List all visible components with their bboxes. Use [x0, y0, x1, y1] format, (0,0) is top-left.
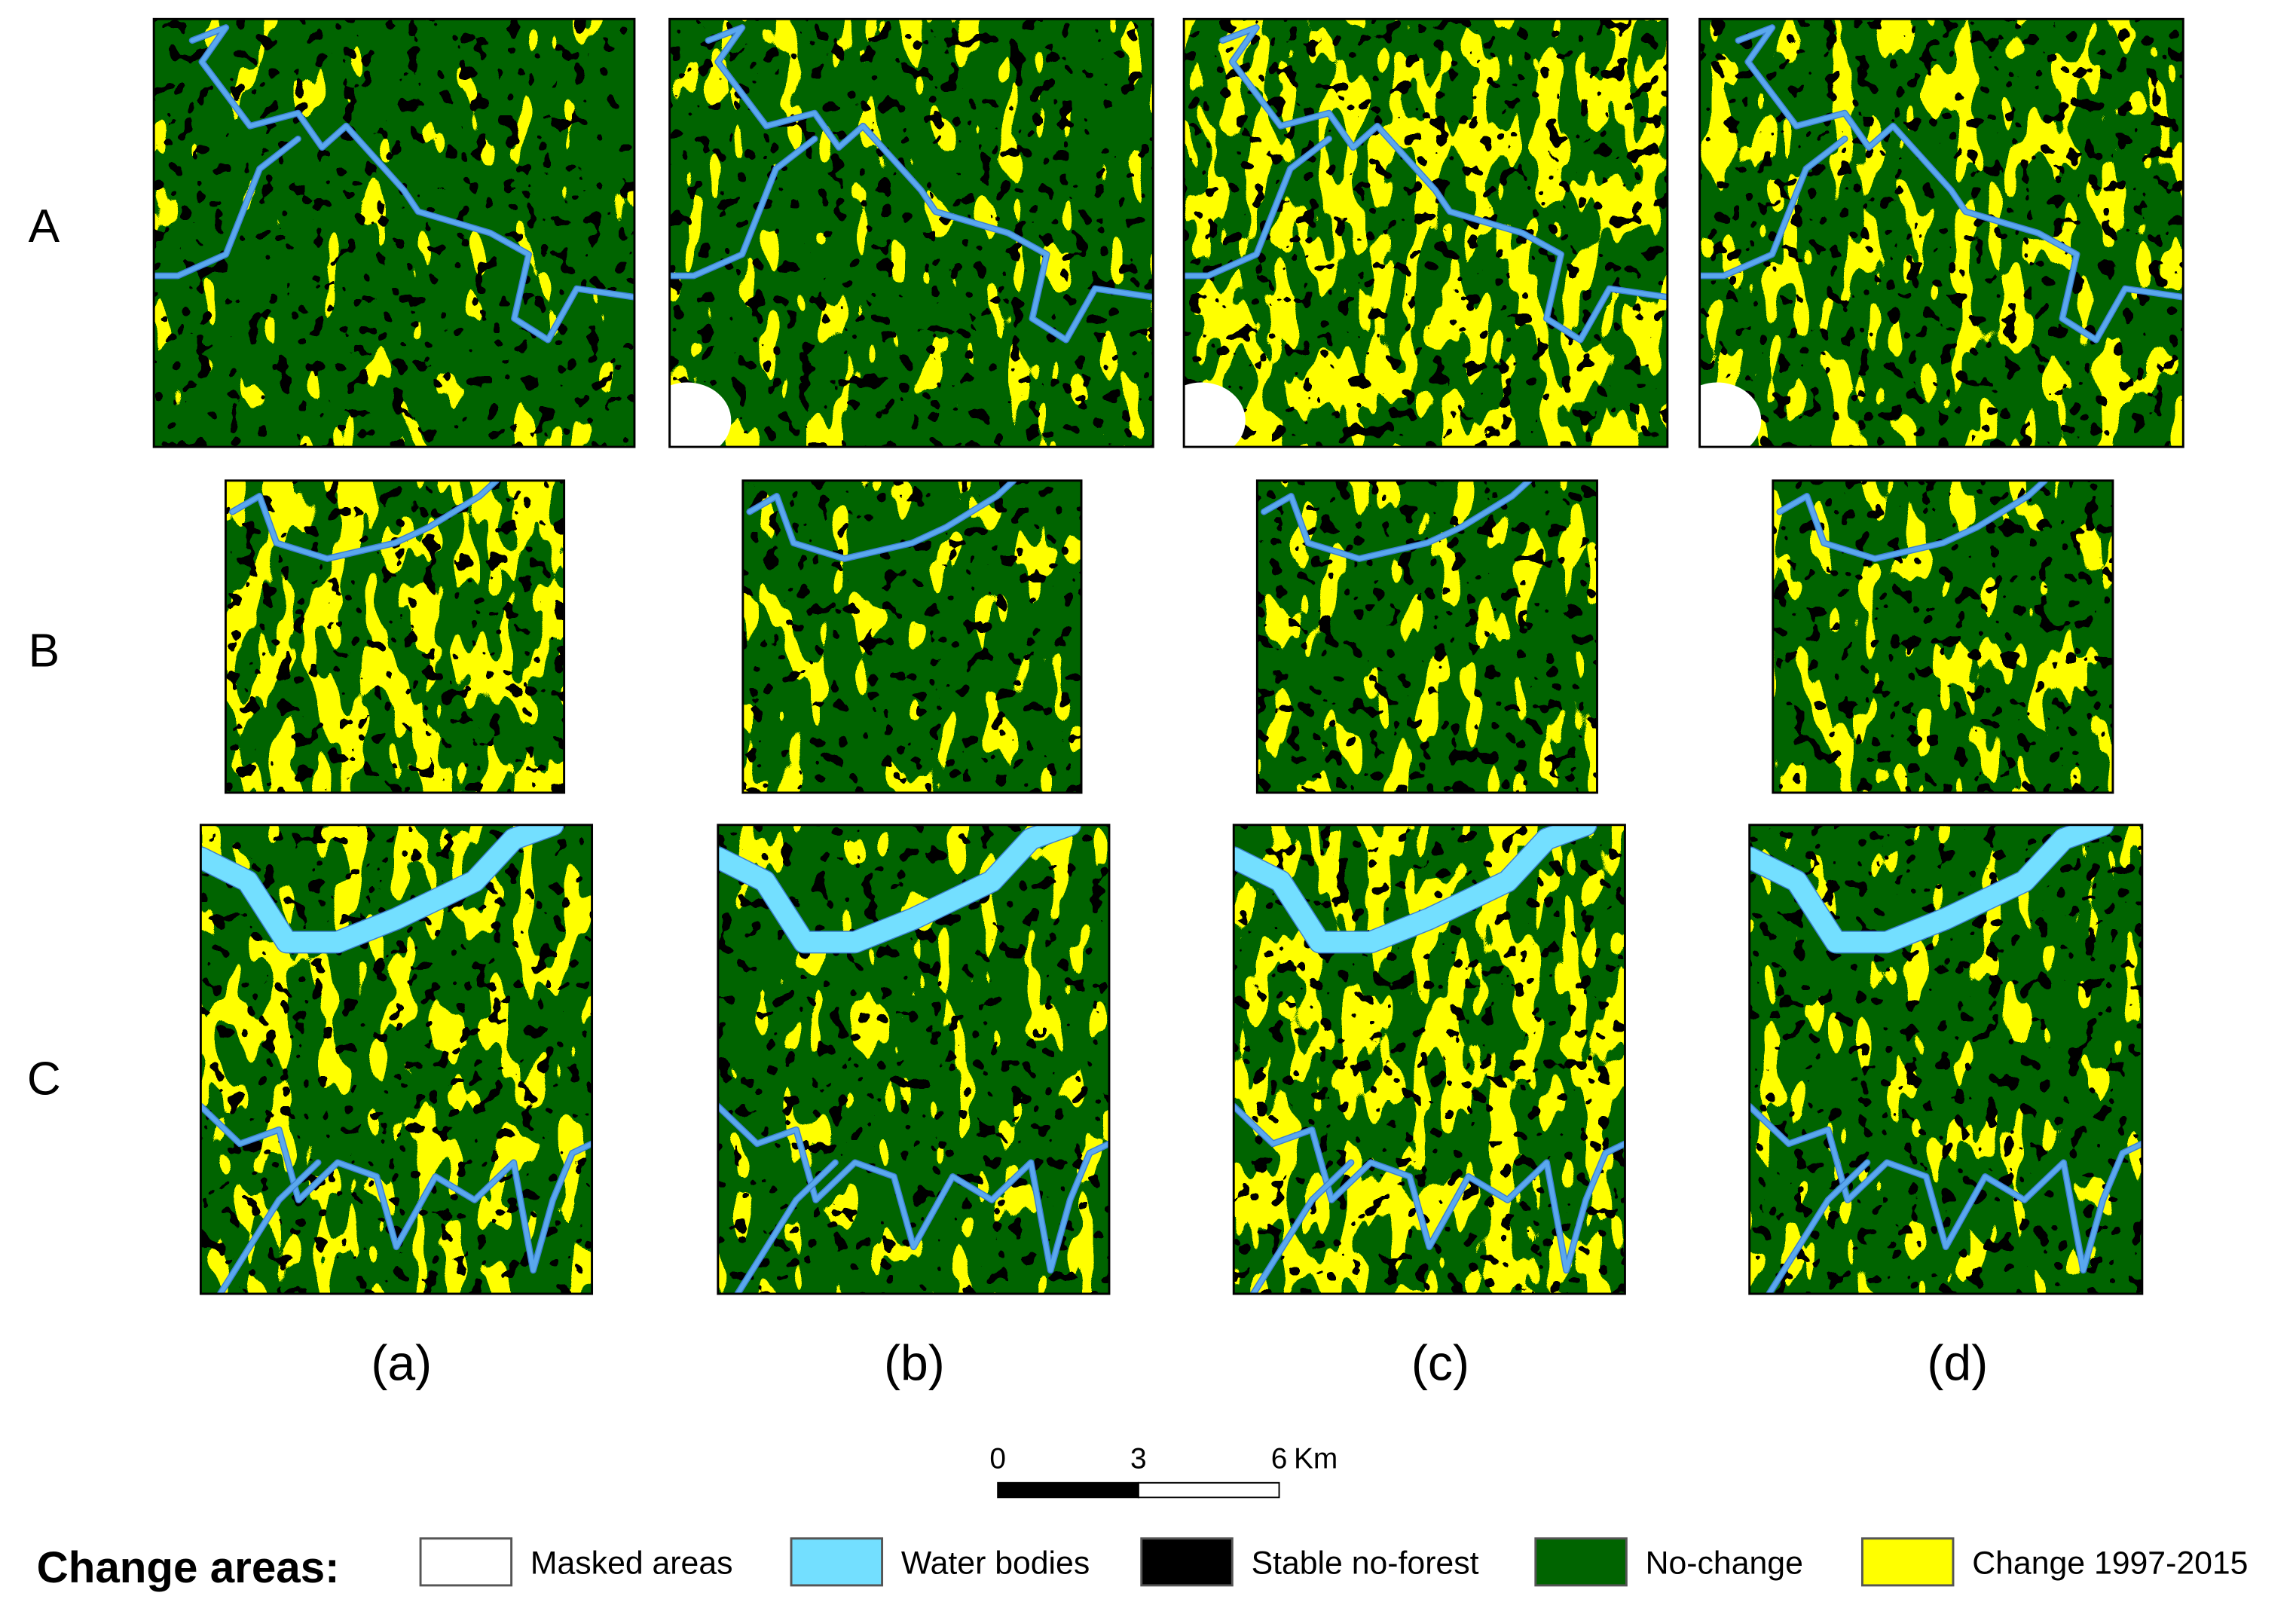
legend-swatch [419, 1537, 513, 1587]
river [154, 136, 301, 278]
map-panel [1748, 824, 2144, 1295]
column-label: (b) [884, 1336, 945, 1392]
map-panel [1182, 17, 1669, 448]
panel-border [717, 824, 1111, 1295]
river [669, 136, 818, 278]
scale-bar-label: 6 [1271, 1442, 1288, 1475]
scale-bar-label: 3 [1130, 1442, 1147, 1475]
river [200, 824, 564, 952]
map-panel [152, 17, 636, 448]
river [200, 1104, 592, 1273]
masked-area [1184, 382, 1246, 448]
panel-border [1748, 824, 2144, 1295]
river [1220, 25, 1668, 343]
river [1766, 1160, 1870, 1294]
no-forest-speckle [669, 19, 1154, 448]
legend-title: Change areas: [37, 1543, 340, 1592]
scale-bar-unit: Km [1294, 1442, 1338, 1475]
river [1261, 480, 1532, 561]
map-panel [717, 824, 1111, 1295]
map-panel [224, 479, 566, 794]
no-forest-speckle [742, 480, 1082, 793]
scale-bar-segment [997, 1481, 1139, 1499]
river [735, 1160, 838, 1294]
legend-label: Stable no-forest [1252, 1545, 1479, 1581]
river [1749, 824, 2114, 952]
map-panel [1232, 824, 1626, 1295]
legend-swatch [1140, 1537, 1234, 1587]
column-label: (a) [371, 1336, 432, 1392]
row-label: A [29, 200, 60, 252]
river [1251, 1160, 1353, 1294]
map-panel [1772, 479, 2114, 794]
map-panel [741, 479, 1083, 794]
masked-area [669, 382, 732, 448]
legend-swatch [1534, 1537, 1628, 1587]
no-forest-speckle [154, 19, 634, 448]
no-forest-speckle [1699, 19, 2184, 448]
river [747, 480, 1017, 561]
panel-border [741, 479, 1083, 794]
map-panel [1698, 17, 2184, 448]
row-label: C [27, 1053, 61, 1105]
panel-border [199, 824, 594, 1295]
panel-border [1698, 17, 2184, 448]
panel-border [1772, 479, 2114, 794]
legend-label: No-change [1646, 1545, 1803, 1581]
legend-label: Masked areas [530, 1545, 733, 1581]
panel-border [224, 479, 566, 794]
river [1777, 480, 2047, 561]
legend-swatch [1860, 1537, 1955, 1587]
river [1234, 1104, 1625, 1273]
river [717, 1104, 1109, 1273]
river [1184, 136, 1331, 278]
legend-label: Change 1997-2015 [1972, 1545, 2248, 1581]
scale-bar-segment [1137, 1481, 1280, 1499]
river [190, 25, 634, 343]
masked-area [1699, 382, 1762, 448]
scale-bar-label: 0 [989, 1442, 1006, 1475]
river [717, 824, 1081, 952]
panel-border [668, 17, 1154, 448]
no-forest-speckle [1257, 480, 1597, 793]
river [1736, 25, 2184, 343]
map-panel [668, 17, 1154, 448]
no-forest-speckle [1184, 19, 1668, 448]
panel-border [1182, 17, 1669, 448]
river [1749, 1104, 2142, 1273]
river [218, 1160, 321, 1294]
river [706, 25, 1154, 343]
panel-border [152, 17, 636, 448]
map-panel [1255, 479, 1598, 794]
row-label: B [29, 625, 60, 677]
river [1234, 824, 1597, 952]
panel-border [1255, 479, 1598, 794]
map-panel [199, 824, 594, 1295]
column-label: (d) [1927, 1336, 1988, 1392]
column-label: (c) [1411, 1336, 1469, 1392]
legend-swatch [790, 1537, 884, 1587]
legend-label: Water bodies [901, 1545, 1090, 1581]
no-forest-speckle [225, 480, 564, 793]
river [230, 480, 499, 561]
no-forest-speckle [1772, 480, 2113, 793]
river [1699, 136, 1848, 278]
panel-border [1232, 824, 1626, 1295]
